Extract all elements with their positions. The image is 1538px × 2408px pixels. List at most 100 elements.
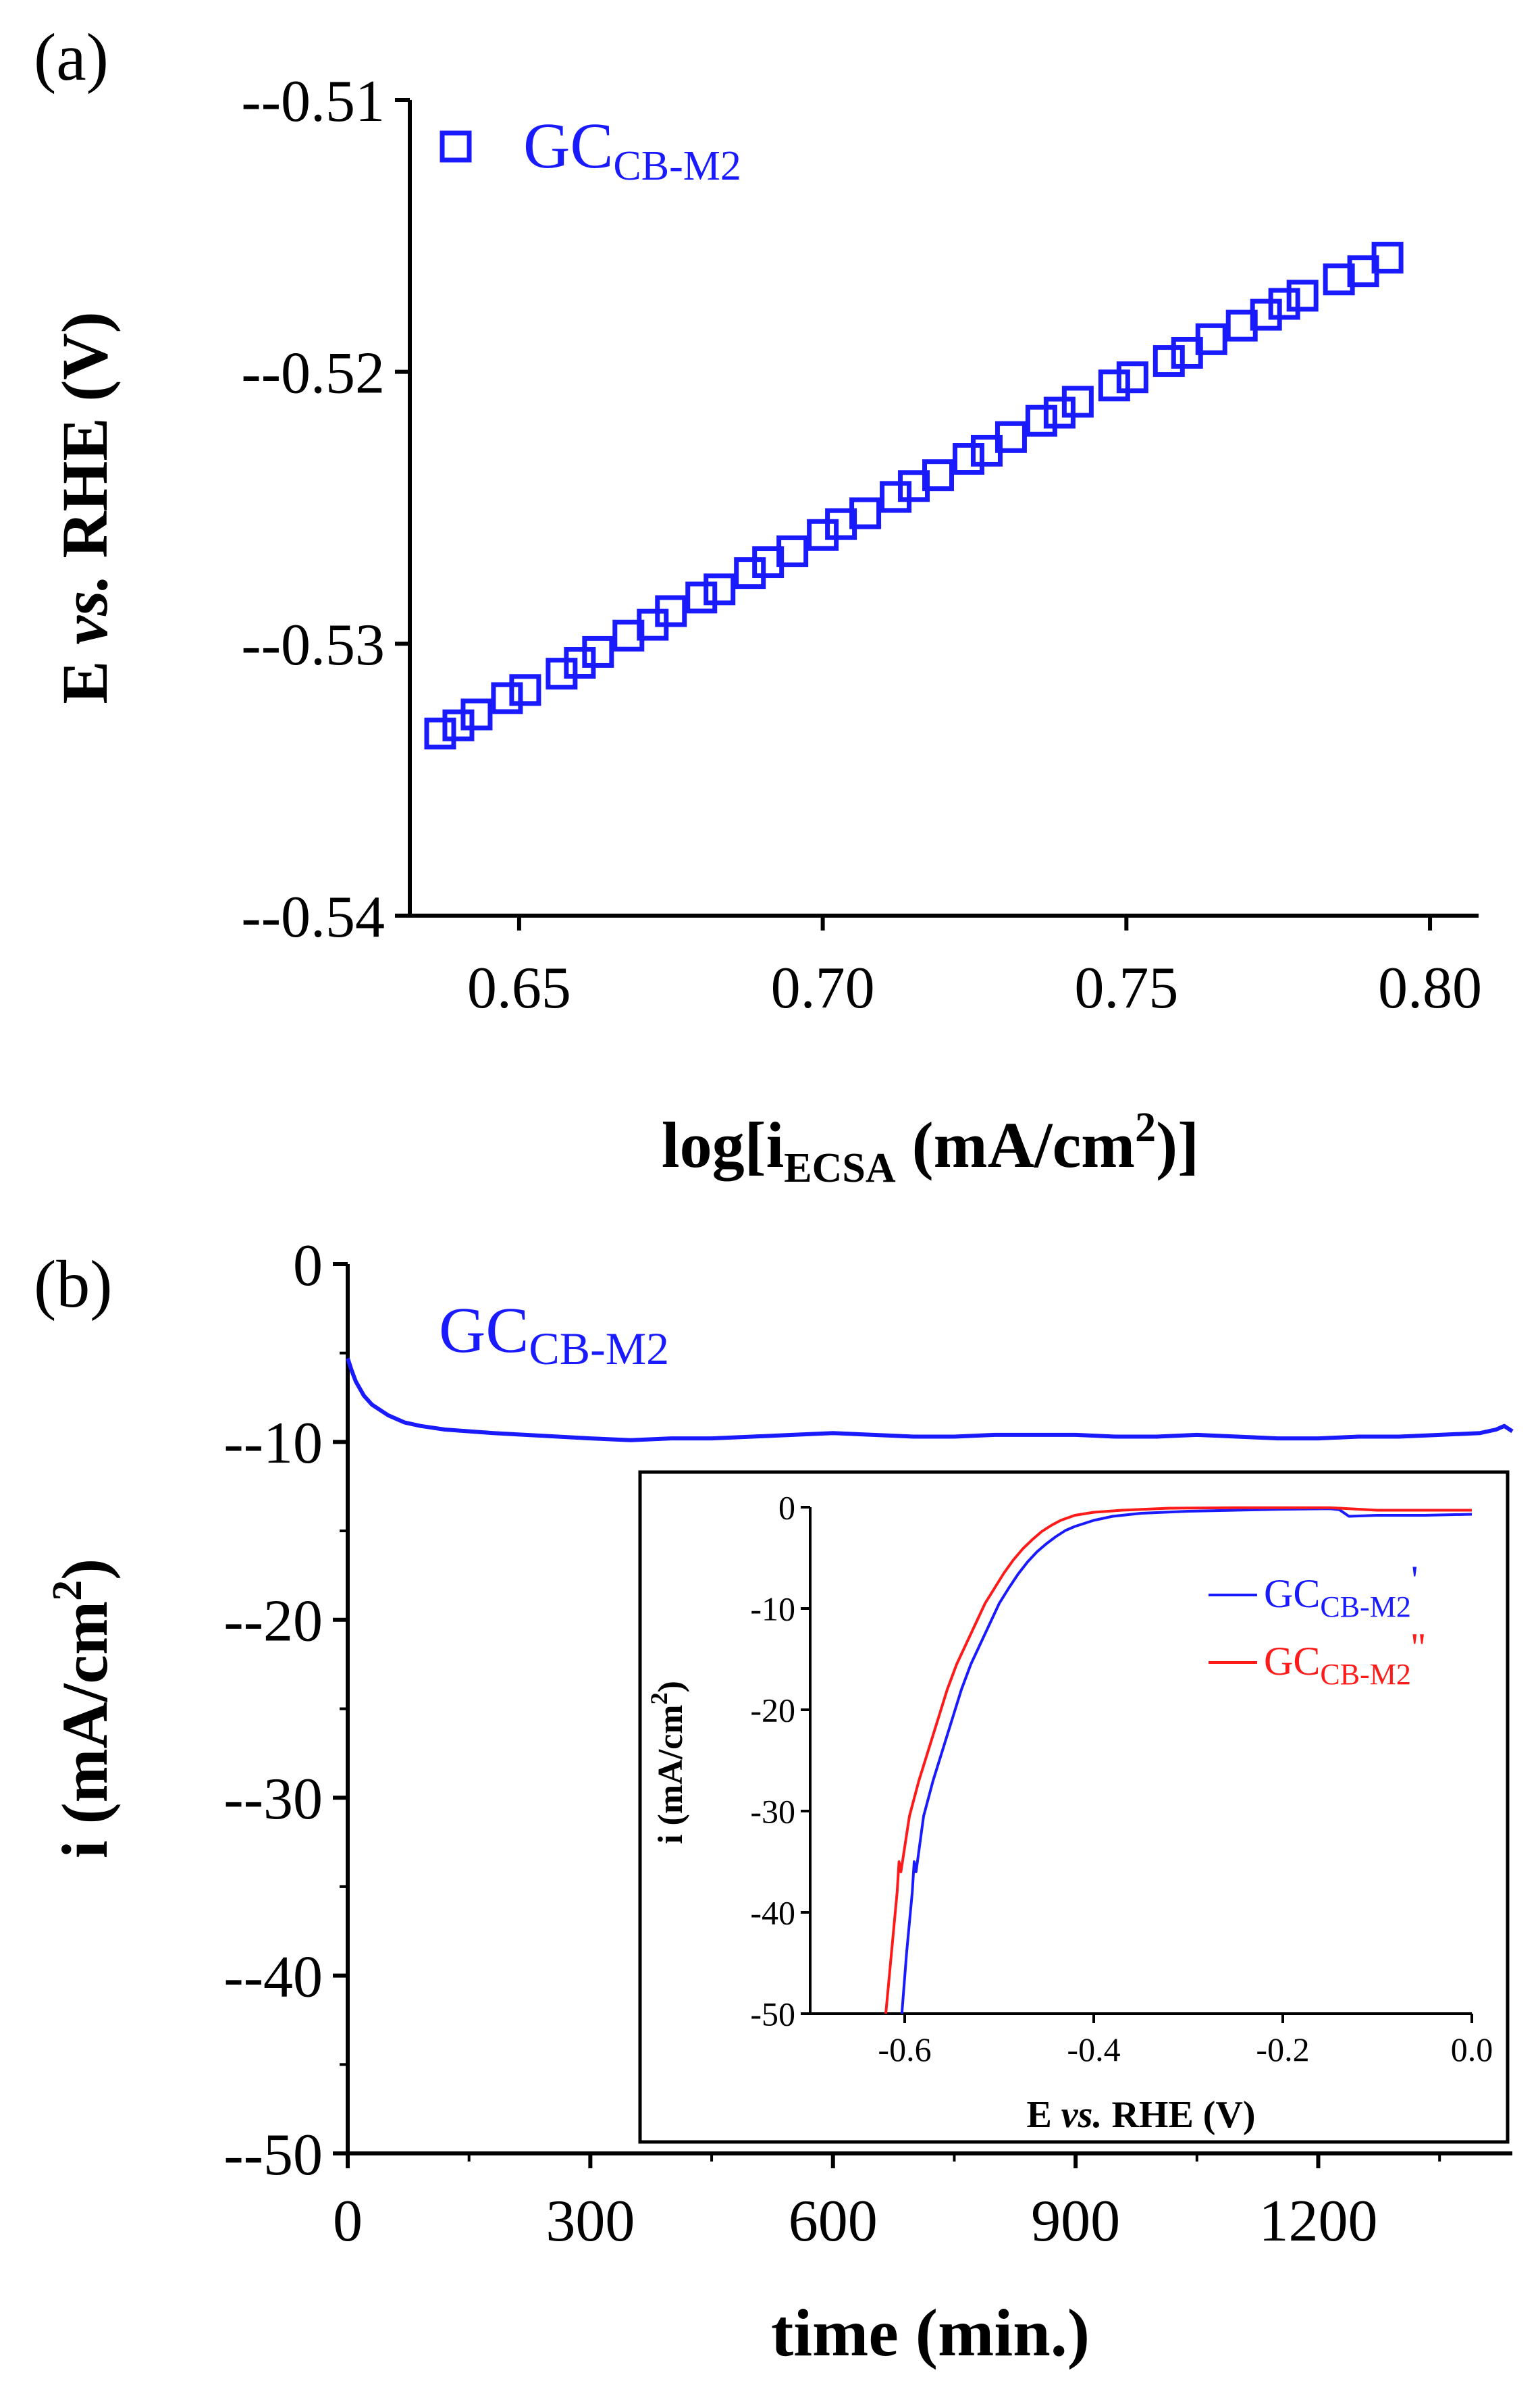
y-tick-label: --0.54 [241, 885, 385, 950]
y-tick-label: --0.53 [241, 612, 385, 678]
data-point [509, 674, 541, 706]
panel-b-label: (b) [34, 1247, 113, 1321]
data-point [564, 647, 596, 679]
data-point [952, 443, 984, 475]
data-point [880, 481, 912, 513]
data-point [734, 557, 766, 590]
x-tick-label: 0.75 [1074, 956, 1178, 1021]
data-point [582, 635, 614, 668]
y-tick-label: --30 [223, 1766, 323, 1832]
y-tick-label: -10 [750, 1590, 795, 1628]
panel-b-y-ticks: 0 --10 --20 --30 --40 --50 [223, 1233, 348, 2188]
panel-b-annotation: GCCB-M2 [439, 1294, 669, 1374]
data-point [1250, 298, 1282, 331]
panel-a-axes [408, 100, 1479, 918]
data-point [546, 658, 578, 690]
data-point [1195, 323, 1227, 355]
inset-legend: GCCB-M2' GCCB-M2'' [1209, 1558, 1425, 1691]
data-point [1225, 309, 1258, 342]
inset-legend-label-1: GCCB-M2' [1264, 1558, 1418, 1623]
panel-b-annotation-sub: CB-M2 [529, 1323, 669, 1374]
data-point [1371, 242, 1404, 274]
inset-y-ticks: 0 -10 -20 -30 -40 -50 [750, 1489, 810, 2033]
x-tick-label: -0.4 [1067, 2031, 1120, 2068]
y-tick-label: 0 [778, 1489, 795, 1527]
data-point [1098, 369, 1130, 402]
inset-frame [638, 1470, 1510, 2144]
data-point [1286, 280, 1319, 312]
y-tick-label: -20 [750, 1692, 795, 1729]
data-point [898, 470, 930, 502]
y-tick-label: --10 [223, 1411, 323, 1476]
x-tick-label: 0.0 [1451, 2031, 1493, 2068]
x-tick-label: -0.2 [1256, 2031, 1309, 2068]
panel-a-legend-marker [440, 130, 472, 163]
data-point [1061, 386, 1094, 418]
x-tick-label: -0.6 [878, 2031, 931, 2068]
data-point [752, 546, 785, 579]
data-point [491, 682, 523, 714]
data-point [685, 581, 718, 614]
panel-b-x-ticks: 0 300 600 900 1200 [333, 2153, 1441, 2254]
y-tick-label: 0 [293, 1233, 323, 1299]
inset-axes [809, 1507, 1472, 2015]
inset-x-label: E vs. RHE (V) [1026, 2094, 1255, 2136]
panel-a-x-ticks: 0.65 0.70 0.75 0.80 [467, 916, 1482, 1021]
panel-a-legend-label: GCCB-M2 [523, 109, 741, 189]
y-tick-label: --50 [223, 2122, 323, 2188]
inset-x-ticks: -0.6 -0.4 -0.2 0.0 [878, 2014, 1493, 2068]
data-point [1152, 345, 1185, 377]
inset-legend-label-2: GCCB-M2'' [1264, 1625, 1425, 1691]
panel-b: (b) 0 300 600 900 1200 0 --10 --20 --30 --40 --50… [34, 1233, 1514, 2370]
data-point [1043, 396, 1076, 429]
x-tick-label: 900 [1031, 2189, 1120, 2254]
x-tick-label: 1200 [1259, 2189, 1378, 2254]
y-tick-label: -40 [750, 1894, 795, 1932]
data-point [1025, 404, 1057, 437]
panel-a-legend: GCCB-M2 [440, 109, 741, 189]
data-point [424, 717, 456, 750]
data-point [825, 508, 857, 540]
x-tick-label: 0.80 [1378, 956, 1482, 1021]
data-point [1268, 288, 1300, 320]
x-tick-label: 600 [789, 2189, 878, 2254]
data-point [849, 497, 882, 529]
data-point [460, 698, 493, 731]
data-point [1116, 361, 1148, 394]
y-tick-label: --20 [223, 1589, 323, 1654]
panel-a-label: (a) [34, 20, 109, 95]
panel-a-y-label: E vs. RHE (V) [49, 311, 121, 704]
y-tick-label: -30 [750, 1793, 795, 1831]
y-tick-label: -50 [750, 1995, 795, 2033]
data-point [776, 535, 809, 567]
series-line-gc-cb-m2 [346, 1357, 1514, 1442]
data-point [655, 595, 687, 627]
panel-b-y-label: i (mA/cm2) [45, 1559, 121, 1858]
panel-a: (a) 0.65 0.70 0.75 0.80 --0.51--0.52--0.53-… [34, 20, 1482, 1191]
inset: -0.6 -0.4 -0.2 0.0 0 -10 -20 -30 -40 -50 GCCB-M2… [638, 1470, 1510, 2144]
y-tick-label: --0.51 [241, 69, 385, 134]
panel-a-legend-sub: CB-M2 [613, 143, 741, 189]
data-point [807, 519, 839, 551]
data-point [995, 421, 1027, 453]
panel-b-series-gc-cb-m2 [346, 1357, 1514, 1442]
x-tick-label: 0.70 [771, 956, 875, 1021]
panel-a-x-label: log[iECSA (mA/cm2)] [662, 1105, 1199, 1191]
panel-a-y-ticks: --0.51 --0.52 --0.53 --0.54 [241, 69, 410, 950]
y-tick-label: --0.52 [241, 340, 385, 406]
inset-series [884, 1506, 1473, 2014]
inset-y-label: i (mA/cm2) [645, 1681, 690, 1844]
inset-series-line-2 [884, 1506, 1472, 2014]
data-point [612, 619, 645, 652]
data-point [1323, 263, 1355, 296]
data-point [442, 709, 475, 741]
y-tick-label: --40 [223, 1944, 323, 2010]
x-tick-label: 0.65 [467, 956, 571, 1021]
data-point [704, 573, 736, 606]
panel-a-series-gc-cb-m2 [424, 242, 1404, 750]
x-tick-label: 300 [546, 2189, 635, 2254]
data-point [922, 459, 955, 492]
x-tick-label: 0 [333, 2189, 363, 2254]
panel-b-x-label: time (min.) [771, 2295, 1090, 2370]
